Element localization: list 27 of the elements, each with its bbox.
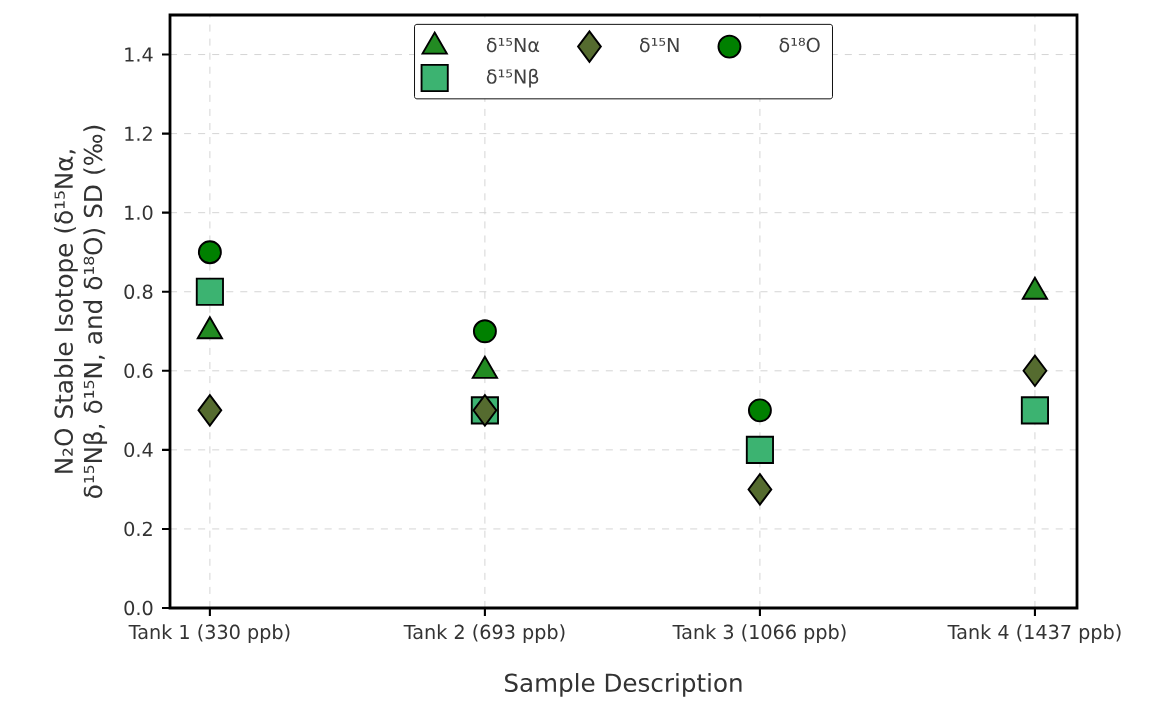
- point: [745, 435, 774, 464]
- point: [1020, 396, 1049, 425]
- y-tick-label: 0.8: [124, 284, 153, 299]
- x-tick-label: Tank 1 (330 ppb): [128, 624, 290, 643]
- legend-label: δ¹⁸O: [779, 37, 820, 53]
- y-tick-label: 0.2: [124, 521, 152, 537]
- x-axis-title: Sample Description: [505, 673, 742, 697]
- y-tick-label: 0.6: [124, 363, 153, 379]
- legend-label: δ¹⁵N: [639, 37, 679, 53]
- y-axis-title: N₂O Stable Isotope (δ¹⁵Nα, δ¹⁵Nβ, δ¹⁵N, and δ¹⁸O) SD (‰): [54, 125, 108, 498]
- x-tick-label: Tank 3 (1066 ppb): [672, 624, 846, 643]
- legend-label: δ¹⁵Nα: [486, 37, 540, 53]
- y-tick-label: 1.2: [125, 126, 152, 141]
- y-tick-label: 0.4: [124, 442, 153, 458]
- y-tick-label: 1.4: [125, 47, 153, 62]
- y-tick-label: 0.0: [124, 600, 153, 616]
- x-tick-label: Tank 4 (1437 ppb): [947, 624, 1121, 643]
- y-tick-label: 1.0: [125, 205, 153, 220]
- point: [197, 394, 223, 427]
- x-tick-label: Tank 2 (693 ppb): [403, 624, 565, 643]
- point: [195, 277, 224, 306]
- point: [747, 398, 772, 423]
- point: [197, 240, 222, 265]
- point: [1022, 354, 1048, 387]
- point: [472, 319, 497, 344]
- legend-label: δ¹⁵Nβ: [486, 68, 539, 88]
- point: [747, 473, 773, 506]
